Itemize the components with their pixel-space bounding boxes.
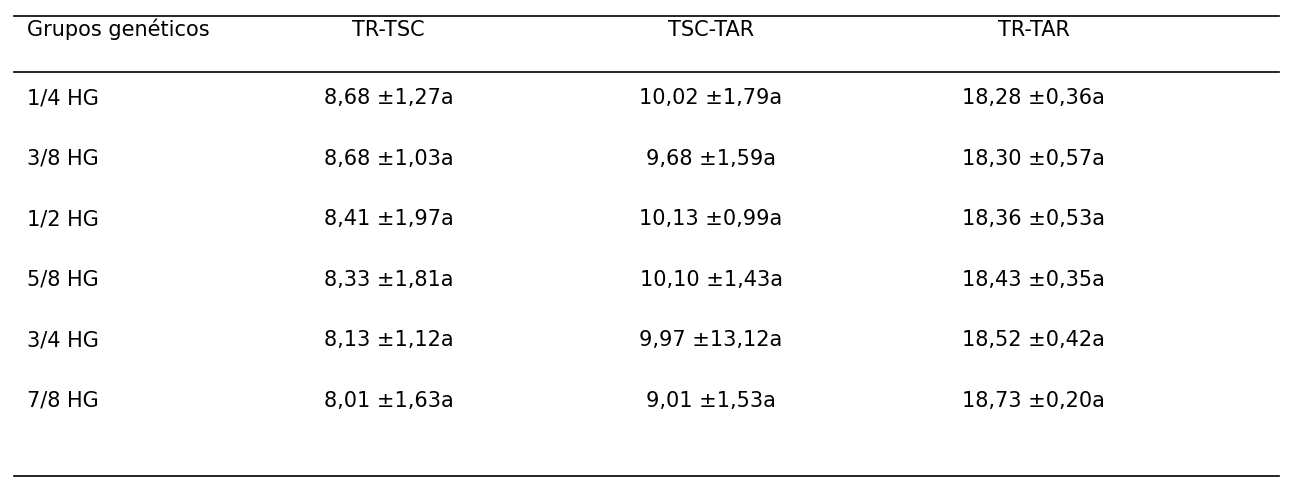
Text: 18,30 ±0,57a: 18,30 ±0,57a <box>962 149 1106 169</box>
Text: 3/4 HG: 3/4 HG <box>27 330 100 350</box>
Text: 8,68 ±1,27a: 8,68 ±1,27a <box>323 88 454 108</box>
Text: 3/8 HG: 3/8 HG <box>27 149 100 169</box>
Text: 8,68 ±1,03a: 8,68 ±1,03a <box>323 149 454 169</box>
Text: 8,41 ±1,97a: 8,41 ±1,97a <box>323 209 454 229</box>
Text: 10,13 ±0,99a: 10,13 ±0,99a <box>639 209 782 229</box>
Text: 18,52 ±0,42a: 18,52 ±0,42a <box>962 330 1106 350</box>
Text: TR-TAR: TR-TAR <box>998 20 1069 40</box>
Text: 7/8 HG: 7/8 HG <box>27 391 100 411</box>
Text: 8,13 ±1,12a: 8,13 ±1,12a <box>323 330 454 350</box>
Text: TR-TSC: TR-TSC <box>352 20 425 40</box>
Text: 9,68 ±1,59a: 9,68 ±1,59a <box>646 149 776 169</box>
Text: 9,01 ±1,53a: 9,01 ±1,53a <box>646 391 776 411</box>
Text: 8,01 ±1,63a: 8,01 ±1,63a <box>323 391 454 411</box>
Text: 1/2 HG: 1/2 HG <box>27 209 100 229</box>
Text: 1/4 HG: 1/4 HG <box>27 88 100 108</box>
Text: 18,36 ±0,53a: 18,36 ±0,53a <box>962 209 1106 229</box>
Text: Grupos genéticos: Grupos genéticos <box>27 19 209 40</box>
Text: 18,28 ±0,36a: 18,28 ±0,36a <box>962 88 1106 108</box>
Text: TSC-TAR: TSC-TAR <box>668 20 754 40</box>
Text: 10,10 ±1,43a: 10,10 ±1,43a <box>640 270 782 290</box>
Text: 10,02 ±1,79a: 10,02 ±1,79a <box>640 88 782 108</box>
Text: 8,33 ±1,81a: 8,33 ±1,81a <box>323 270 454 290</box>
Text: 5/8 HG: 5/8 HG <box>27 270 100 290</box>
Text: 18,43 ±0,35a: 18,43 ±0,35a <box>962 270 1106 290</box>
Text: 9,97 ±13,12a: 9,97 ±13,12a <box>639 330 782 350</box>
Text: 18,73 ±0,20a: 18,73 ±0,20a <box>962 391 1106 411</box>
